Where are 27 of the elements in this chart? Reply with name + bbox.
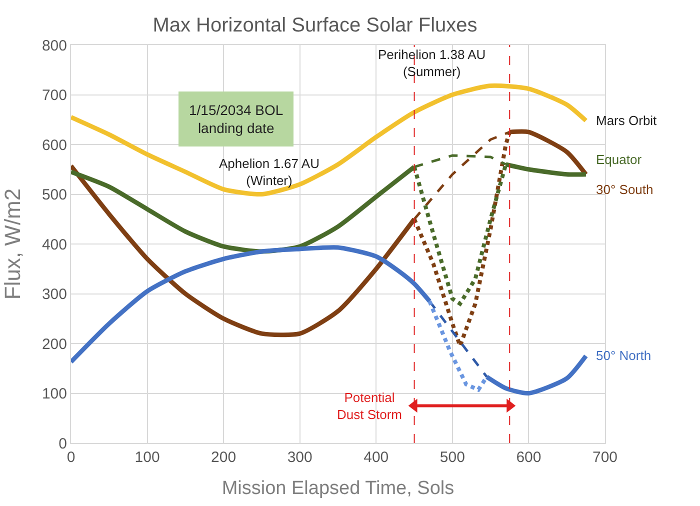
annotation: Perihelion 1.38 AU (Summer) (378, 47, 486, 79)
x-axis-title: Mission Elapsed Time, Sols (222, 478, 454, 499)
y-tick-label: 0 (58, 435, 67, 452)
y-tick-label: 200 (42, 336, 67, 353)
x-tick-label: 600 (516, 449, 542, 466)
x-tick-label: 400 (364, 449, 389, 466)
annotation: Potential Dust Storm (337, 390, 402, 422)
y-tick-label: 700 (42, 87, 67, 104)
series-label: Mars Orbit (596, 113, 658, 128)
annotation: Aphelion 1.67 AU (Winter) (219, 156, 320, 188)
y-tick-label: 100 (42, 386, 67, 402)
y-tick-label: 600 (42, 136, 67, 154)
y-tick-label: 400 (42, 236, 67, 254)
y-tick-label: 800 (42, 37, 67, 54)
series-label: 50° North (596, 348, 652, 363)
y-axis-title: Flux, W/m2 (0, 188, 25, 300)
y-tick-label: 500 (42, 186, 67, 204)
series-label: 30° South (596, 182, 654, 197)
x-tick-label: 200 (211, 449, 236, 466)
x-tick-label: 100 (134, 449, 160, 466)
chart-title: Max Horizontal Surface Solar Fluxes (152, 14, 478, 37)
x-tick-label: 700 (592, 449, 618, 466)
x-tick-label: 500 (440, 449, 465, 466)
series-label: Equator (596, 152, 642, 167)
x-tick-label: 300 (287, 449, 312, 466)
y-tick-label: 300 (42, 286, 67, 303)
annotation: 1/15/2034 BOL landing date (189, 102, 284, 136)
